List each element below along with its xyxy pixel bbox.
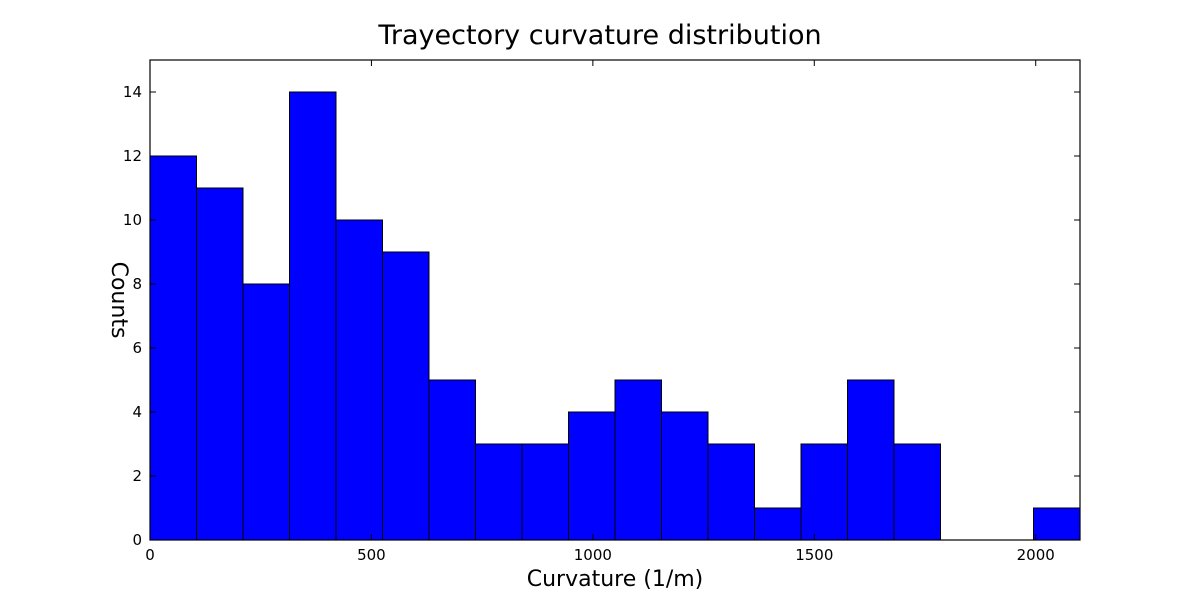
histogram-bar-2 — [242, 283, 290, 541]
histogram-bar-19 — [1033, 507, 1081, 541]
x-tick-label-1500: 1500 — [795, 546, 833, 564]
y-tick-label-12: 12 — [123, 147, 142, 165]
histogram-bar-16 — [893, 443, 941, 541]
histogram-bar-0 — [149, 155, 197, 541]
histogram-bar-5 — [382, 251, 430, 541]
histogram-bar-4 — [335, 219, 383, 541]
y-axis-label: Counts — [106, 262, 131, 339]
y-tick-label-4: 4 — [132, 403, 142, 421]
y-tick-label-10: 10 — [123, 211, 142, 229]
histogram-bar-15 — [847, 379, 895, 541]
x-axis-label: Curvature (1/m) — [527, 567, 704, 592]
x-tick-label-1000: 1000 — [574, 546, 612, 564]
histogram-bar-9 — [568, 411, 616, 541]
y-tick-label-0: 0 — [132, 531, 142, 549]
histogram-bar-8 — [521, 443, 569, 541]
chart-title: Trayectory curvature distribution — [377, 20, 821, 51]
bars-group — [149, 91, 1081, 541]
histogram-bar-10 — [614, 379, 662, 541]
x-tick-label-500: 500 — [357, 546, 386, 564]
y-tick-label-6: 6 — [132, 339, 142, 357]
histogram-bar-14 — [800, 443, 848, 541]
histogram-bar-6 — [428, 379, 476, 541]
y-tick-label-8: 8 — [132, 275, 142, 293]
y-tick-label-14: 14 — [123, 83, 142, 101]
plot-frame — [149, 59, 1081, 541]
histogram-bar-7 — [475, 443, 523, 541]
y-tick-label-2: 2 — [132, 467, 142, 485]
histogram-bar-3 — [289, 91, 337, 541]
histogram-bar-13 — [754, 507, 802, 541]
histogram-bar-12 — [707, 443, 755, 541]
histogram-bar-1 — [196, 187, 244, 541]
x-tick-label-2000: 2000 — [1017, 546, 1055, 564]
histogram-bar-11 — [661, 411, 709, 541]
ticks-group: 0 500 1000 1500 2000 0 2 4 6 8 10 12 14 — [123, 60, 1080, 564]
x-tick-label-0: 0 — [145, 546, 155, 564]
